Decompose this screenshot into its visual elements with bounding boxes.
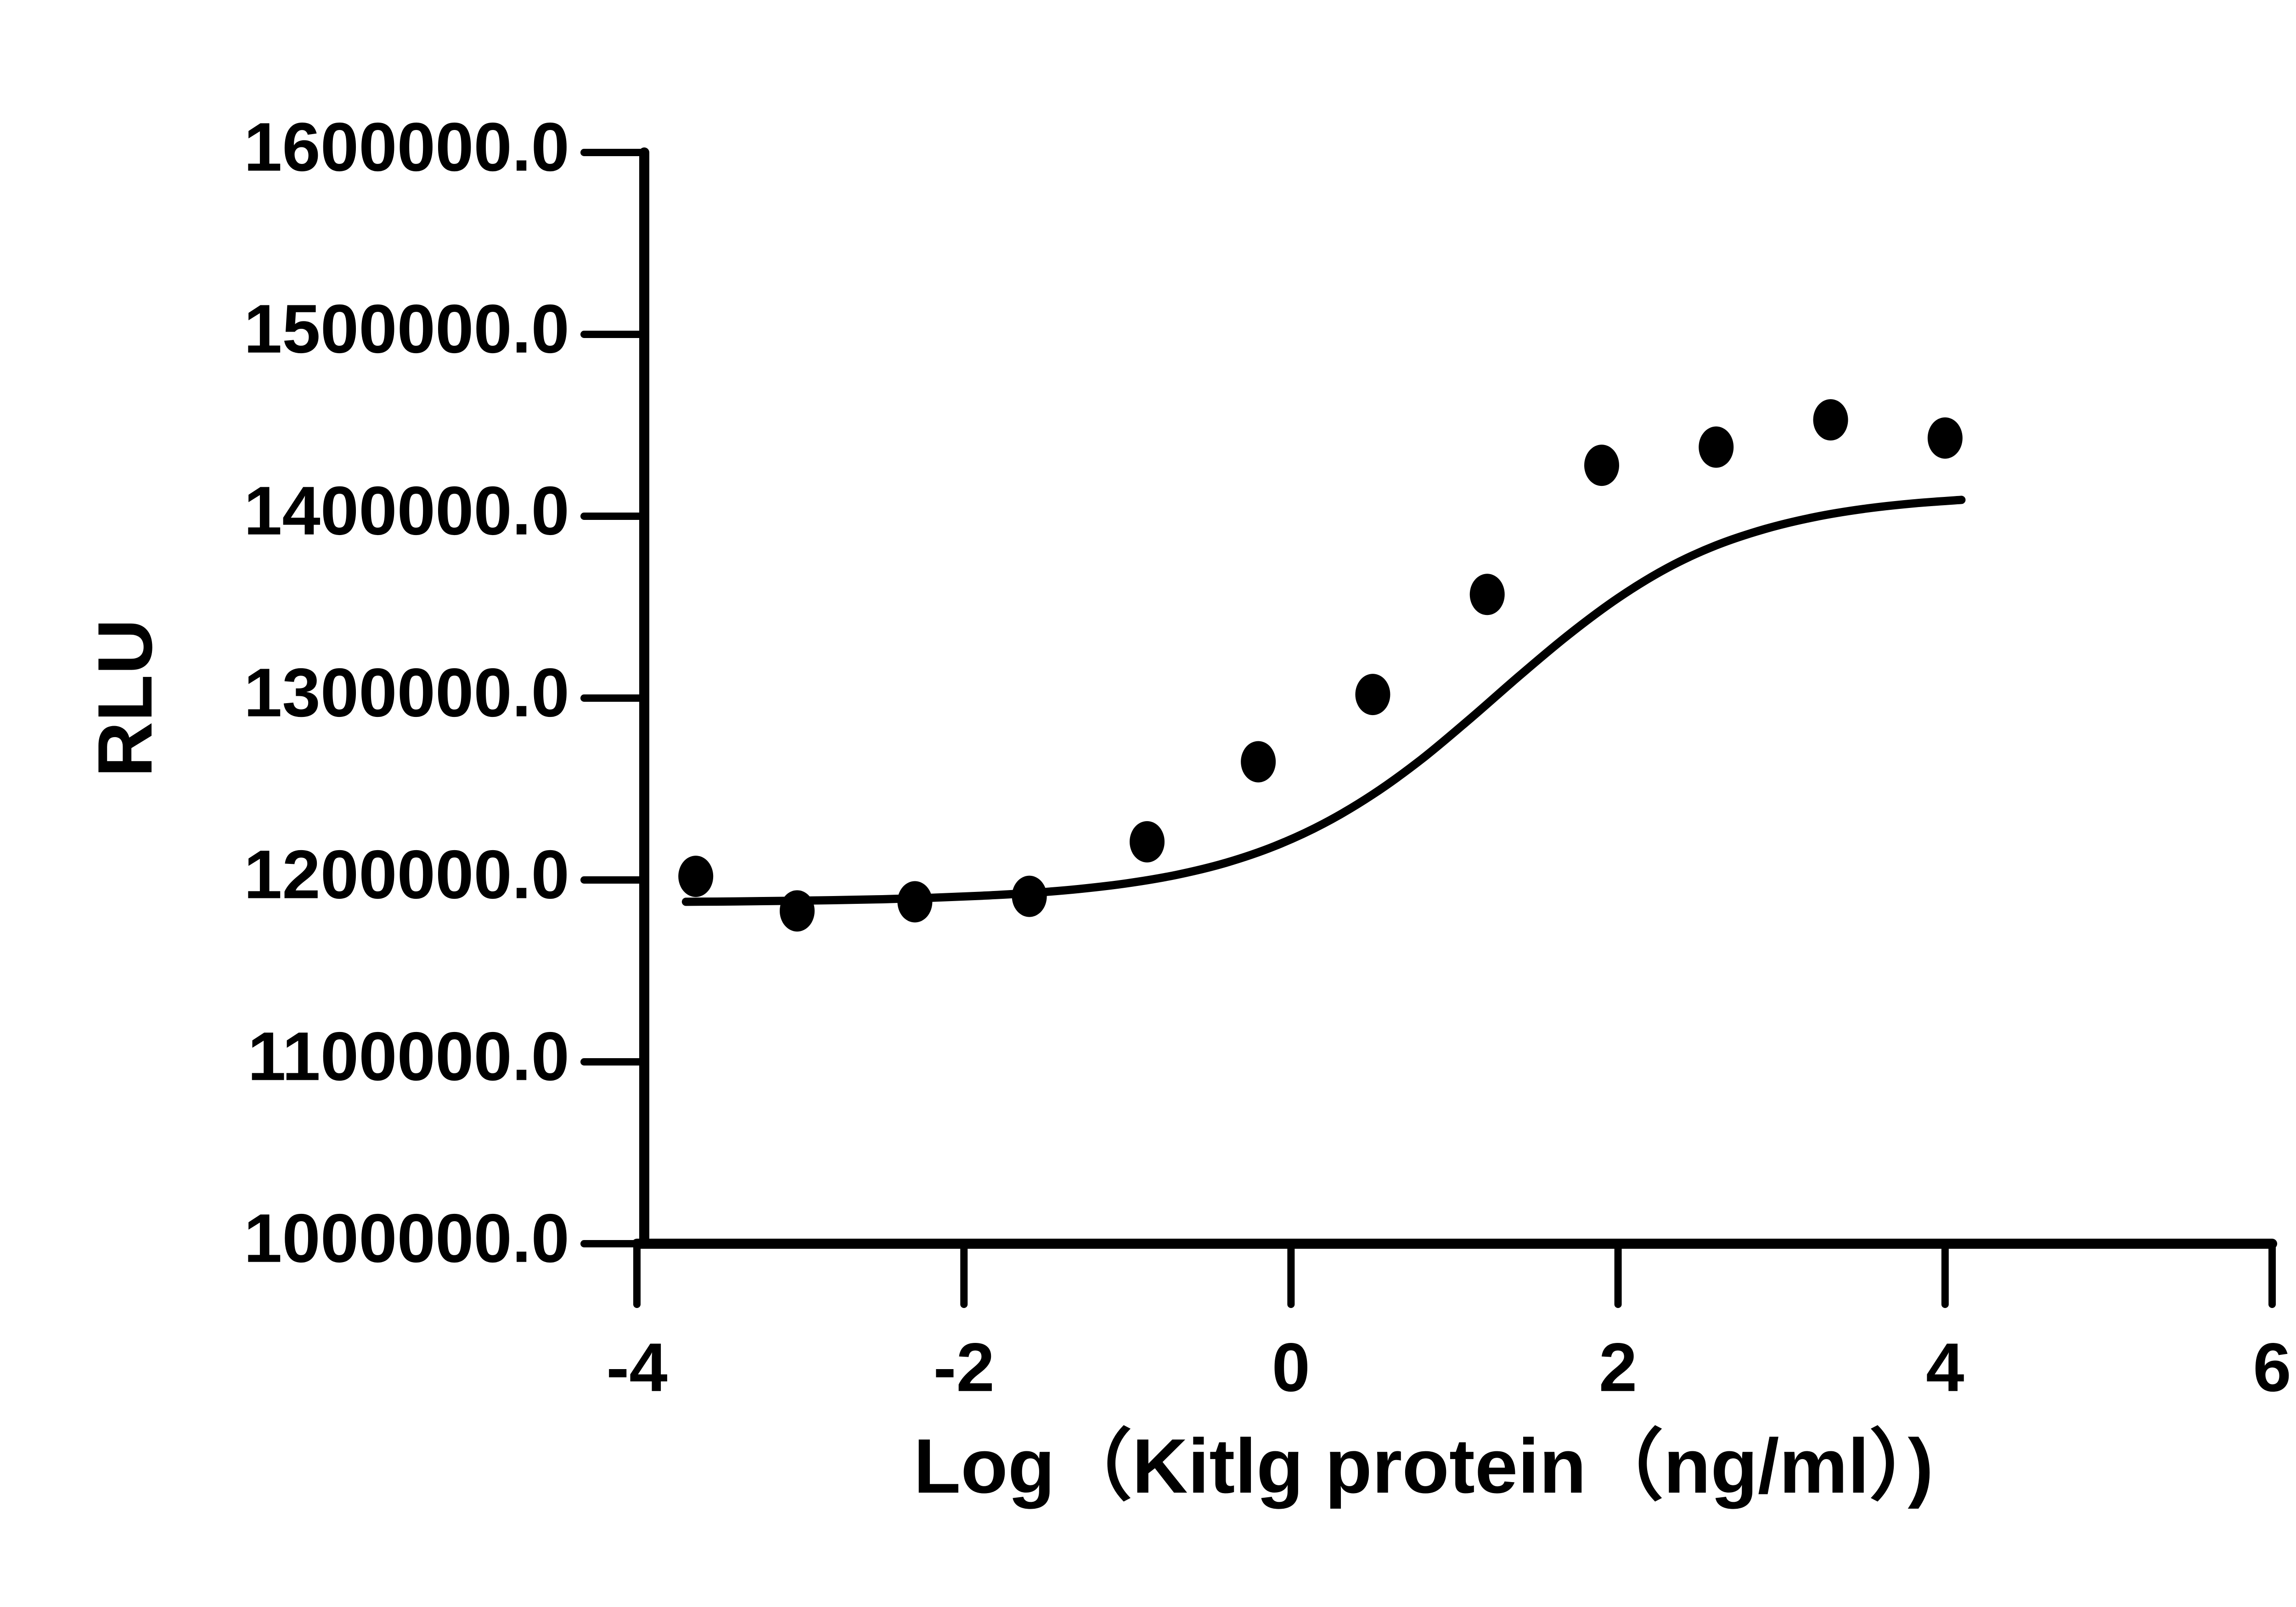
x-axis-title: Log（Kitlg protein（ng/ml）) [914,1423,1934,1509]
data-point-group [678,399,1963,932]
y-axis-tick-marks [580,149,648,1247]
y-axis-title: RLU [82,619,168,777]
data-point [1927,417,1963,459]
x-tick-label: 4 [1926,1329,1964,1406]
data-point [1813,399,1848,441]
data-point [897,881,933,923]
x-tick-label: 0 [1272,1329,1310,1406]
data-point [779,890,815,932]
data-point [678,856,714,897]
x-axis-tick-labels: -4 -2 0 2 4 6 [606,1329,2291,1406]
x-tick-label: 6 [2253,1329,2291,1406]
data-point [1699,426,1734,468]
data-point [1584,445,1619,486]
y-tick-label: 1300000.0 [244,654,569,731]
y-tick-label: 1200000.0 [244,836,569,913]
x-tick-label: -2 [934,1329,995,1406]
data-point [1130,821,1165,863]
fit-curve [681,496,1966,906]
y-tick-label: 1600000.0 [244,108,569,186]
x-tick-label: -4 [606,1329,667,1406]
y-tick-label: 1000000.0 [244,1200,569,1277]
data-point [1012,875,1047,917]
y-tick-label: 1500000.0 [244,290,569,367]
y-axis-tick-labels: 1000000.0 1100000.0 1200000.0 1300000.0 1400… [244,108,569,1277]
data-point [1469,574,1505,615]
x-axis-tick-marks [633,1240,2276,1308]
y-tick-label: 1400000.0 [244,472,569,549]
y-tick-label: 1100000.0 [248,1018,569,1095]
data-point [1241,741,1276,783]
x-tick-label: 2 [1599,1329,1637,1406]
data-point [1355,674,1390,716]
